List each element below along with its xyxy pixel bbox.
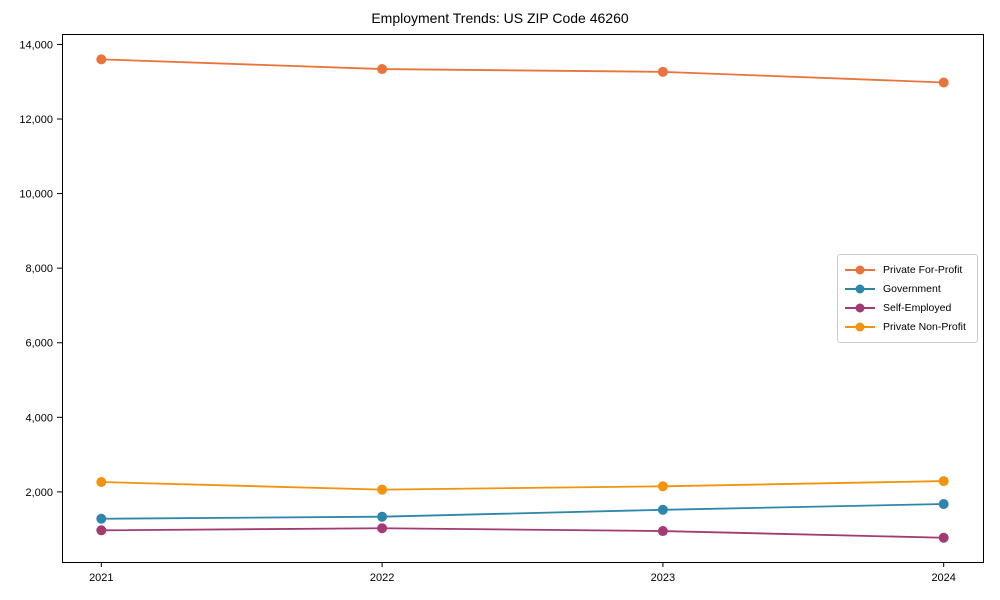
x-axis-tick-label: 2024	[931, 572, 955, 584]
legend-marker-icon	[845, 283, 875, 295]
legend-item-self-employed: Self-Employed	[845, 299, 970, 317]
legend-label: Private For-Profit	[883, 263, 963, 276]
legend-label: Private Non-Profit	[883, 321, 966, 334]
legend-dot-swatch	[855, 303, 865, 313]
y-axis-tick-label: 2,000	[25, 487, 53, 499]
y-axis-tick-label: 12,000	[19, 114, 53, 126]
y-axis-tick-label: 14,000	[19, 39, 53, 51]
x-axis-tick-label: 2022	[370, 572, 394, 584]
series-line-private-non-profit	[100, 480, 945, 491]
legend-item-government: Government	[845, 280, 970, 298]
plot-frame	[62, 34, 984, 563]
data-point-private-for-profit-2024	[938, 77, 949, 88]
legend-dot-swatch	[855, 322, 865, 332]
legend-dot-swatch	[855, 284, 865, 294]
data-point-private-for-profit-2022	[377, 64, 388, 75]
legend-marker-icon	[845, 302, 875, 314]
data-point-government-2023	[657, 504, 668, 515]
data-point-government-2022	[377, 511, 388, 522]
chart-legend: Private For-Profit Government Self-Employe…	[837, 254, 978, 343]
legend-marker-icon	[845, 321, 875, 333]
data-point-private-for-profit-2021	[96, 54, 107, 65]
series-line-government	[100, 503, 945, 520]
legend-dot-swatch	[855, 265, 865, 275]
x-axis-tick-label: 2021	[89, 572, 113, 584]
legend-item-private-for-profit: Private For-Profit	[845, 261, 970, 279]
y-axis-tick-label: 6,000	[25, 338, 53, 350]
y-axis-tick-label: 8,000	[25, 263, 53, 275]
data-point-private-non-profit-2024	[938, 476, 949, 487]
legend-item-private-non-profit: Private Non-Profit	[845, 318, 970, 336]
series-line-self-employed	[100, 527, 945, 539]
data-point-government-2021	[96, 513, 107, 524]
data-point-private-non-profit-2023	[657, 481, 668, 492]
data-point-private-non-profit-2021	[96, 477, 107, 488]
data-point-private-for-profit-2023	[657, 66, 668, 77]
x-axis-tick-label: 2023	[651, 572, 675, 584]
legend-label: Government	[883, 282, 941, 295]
y-axis-tick-label: 10,000	[19, 189, 53, 201]
data-point-self-employed-2022	[377, 523, 388, 534]
y-axis-tick-label: 4,000	[25, 412, 53, 424]
series-line-private-for-profit	[100, 58, 945, 84]
legend-label: Self-Employed	[883, 302, 952, 315]
chart-title: Employment Trends: US ZIP Code 46260	[371, 10, 629, 26]
legend-marker-icon	[845, 264, 875, 276]
data-point-government-2024	[938, 499, 949, 510]
data-point-private-non-profit-2022	[377, 484, 388, 495]
data-point-self-employed-2023	[657, 526, 668, 537]
data-point-self-employed-2024	[938, 532, 949, 543]
data-point-self-employed-2021	[96, 525, 107, 536]
